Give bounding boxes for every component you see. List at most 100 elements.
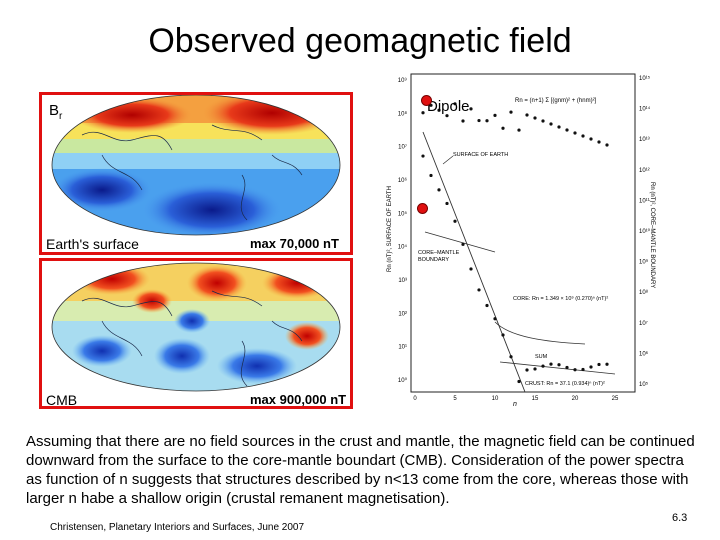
x-tick-label: 15 bbox=[532, 396, 539, 402]
surface-caption: Earth's surface bbox=[46, 236, 139, 252]
sum-curve bbox=[494, 321, 586, 345]
surface-spectrum-point bbox=[549, 362, 553, 366]
surface-spectrum-point bbox=[605, 362, 609, 366]
cmb-spectrum-point bbox=[533, 116, 537, 120]
cmb-spectrum-point bbox=[517, 128, 521, 132]
x-tick-label: 10 bbox=[492, 396, 499, 402]
core-fit-line bbox=[422, 131, 526, 393]
dipole-marker-lower bbox=[417, 203, 428, 214]
cmb-spectrum-point bbox=[541, 119, 545, 123]
left-tick-label: 10¹ bbox=[398, 345, 407, 351]
br-label: Br bbox=[49, 102, 63, 122]
x-axis-ticks: 0 5 10 15 20 25 bbox=[413, 396, 619, 402]
surface-spectrum-point bbox=[477, 288, 481, 292]
surface-spectrum-point bbox=[525, 368, 529, 372]
right-tick-label: 10⁶ bbox=[639, 350, 649, 357]
left-tick-label: 10⁸ bbox=[398, 110, 408, 117]
cmb-spectrum-point bbox=[501, 126, 505, 130]
right-tick-label: 10¹³ bbox=[639, 137, 650, 143]
right-tick-label: 10¹⁴ bbox=[639, 106, 651, 113]
cmb-graph-label: CORE–MANTLE bbox=[418, 250, 460, 256]
dipole-label: Dipole bbox=[427, 98, 470, 115]
core-fit-label: CORE: Rn = 1.349 × 10⁹ (0.270)ⁿ (nT)² bbox=[513, 295, 608, 302]
surface-spectrum-point bbox=[445, 201, 449, 206]
left-tick-label: 10² bbox=[398, 311, 407, 317]
surface-spectrum-point bbox=[533, 367, 537, 371]
surface-spectrum-point bbox=[469, 267, 473, 271]
right-tick-label: 10¹⁰ bbox=[639, 228, 651, 235]
cmb-spectrum-point bbox=[573, 131, 577, 135]
cmb-spectrum-point bbox=[493, 113, 497, 118]
cmb-max-label: max 900,000 nT bbox=[250, 392, 347, 407]
page-number: 6.3 bbox=[672, 512, 688, 524]
surface-spectrum-point bbox=[597, 362, 601, 367]
left-tick-label: 10⁰ bbox=[398, 377, 408, 384]
sum-label: SUM bbox=[535, 354, 548, 360]
cmb-spectrum-point bbox=[549, 122, 553, 126]
x-tick-label: 20 bbox=[572, 396, 579, 402]
surface-data-points bbox=[421, 154, 609, 384]
surface-spectrum-point bbox=[421, 154, 425, 158]
cmb-spectrum-point bbox=[597, 140, 601, 144]
surface-spectrum-point bbox=[429, 173, 433, 178]
right-axis-title: Rn (nT)², CORE–MANTLE BOUNDARY bbox=[649, 182, 655, 288]
surface-spectrum-point bbox=[453, 219, 457, 223]
cmb-spectrum-point bbox=[421, 111, 425, 115]
surface-spectrum-point bbox=[541, 364, 545, 368]
crust-line-cmb bbox=[499, 361, 616, 375]
cmb-spectrum-point bbox=[461, 119, 465, 123]
surface-spectrum-point bbox=[581, 367, 585, 372]
cmb-graph-label-2: BOUNDARY bbox=[418, 257, 449, 263]
cmb-field-panel: CMB max 900,000 nT bbox=[39, 258, 353, 409]
surface-field-map bbox=[51, 95, 341, 236]
right-tick-label: 10⁷ bbox=[639, 320, 648, 327]
surface-field-panel: Br Earth's surface max 70,000 nT bbox=[39, 92, 353, 255]
right-tick-label: 10⁹ bbox=[639, 259, 649, 266]
crust-fit-label: CRUST: Rn = 37.1 (0.934)ⁿ (nT)² bbox=[525, 380, 605, 387]
cmb-spectrum-point bbox=[453, 102, 457, 106]
surface-spectrum-point bbox=[437, 188, 441, 192]
surface-spectrum-point bbox=[589, 365, 593, 369]
cmb-spectrum-point bbox=[589, 137, 593, 141]
surface-spectrum-point bbox=[485, 303, 489, 308]
cmb-spectrum-point bbox=[485, 119, 489, 123]
x-tick-label: 0 bbox=[413, 396, 417, 402]
surface-spectrum-point bbox=[493, 317, 497, 321]
surface-spectrum-point bbox=[565, 365, 569, 370]
surface-spectrum-point bbox=[557, 363, 561, 367]
left-axis-ticks: 10⁹ 10⁸ 10⁷ 10⁶ 10⁵ 10⁴ 10³ 10² 10¹ 10⁰ bbox=[398, 77, 408, 384]
cmb-spectrum-point bbox=[557, 125, 561, 129]
crust-fit-line bbox=[424, 231, 496, 253]
right-tick-label: 10⁵ bbox=[639, 381, 649, 388]
left-tick-label: 10⁶ bbox=[398, 177, 408, 184]
left-tick-label: 10⁵ bbox=[398, 210, 408, 217]
right-axis-ticks: 10¹⁵ 10¹⁴ 10¹³ 10¹² 10¹¹ 10¹⁰ 10⁹ 10⁸ 10⁷ 10⁶ 10⁵ bbox=[639, 75, 651, 388]
cmb-spectrum-point bbox=[445, 114, 449, 118]
cmb-spectrum-point bbox=[565, 128, 569, 132]
dipole-marker-upper bbox=[421, 95, 432, 106]
formula-label: Rn = (n+1) Σ [(gnm)² + (hnm)²] bbox=[515, 98, 597, 104]
x-tick-label: 25 bbox=[612, 396, 619, 402]
right-tick-label: 10⁸ bbox=[639, 289, 649, 296]
left-axis-title: Rn (nT)², SURFACE OF EARTH bbox=[387, 186, 393, 272]
cmb-spectrum-point bbox=[605, 143, 609, 147]
right-tick-label: 10¹⁵ bbox=[639, 75, 651, 82]
x-tick-label: 5 bbox=[453, 396, 457, 402]
cmb-spectrum-point bbox=[509, 110, 513, 114]
surface-spectrum-point bbox=[461, 242, 465, 246]
surface-spectrum-point bbox=[517, 379, 521, 384]
right-tick-label: 10¹² bbox=[639, 168, 650, 174]
cmb-spectrum-point bbox=[437, 108, 441, 112]
surface-spectrum-point bbox=[501, 333, 505, 337]
left-tick-label: 10⁹ bbox=[398, 77, 408, 84]
citation: Christensen, Planetary Interiors and Sur… bbox=[50, 522, 305, 533]
x-axis-label: n bbox=[513, 401, 517, 408]
cmb-caption: CMB bbox=[46, 392, 78, 408]
surface-spectrum-point bbox=[573, 368, 577, 372]
left-tick-label: 10³ bbox=[398, 278, 407, 284]
surface-max-label: max 70,000 nT bbox=[250, 236, 339, 251]
slide-title: Observed geomagnetic field bbox=[148, 22, 572, 60]
cmb-field-map bbox=[51, 262, 341, 392]
body-text: Assuming that there are no field sources… bbox=[26, 433, 695, 507]
